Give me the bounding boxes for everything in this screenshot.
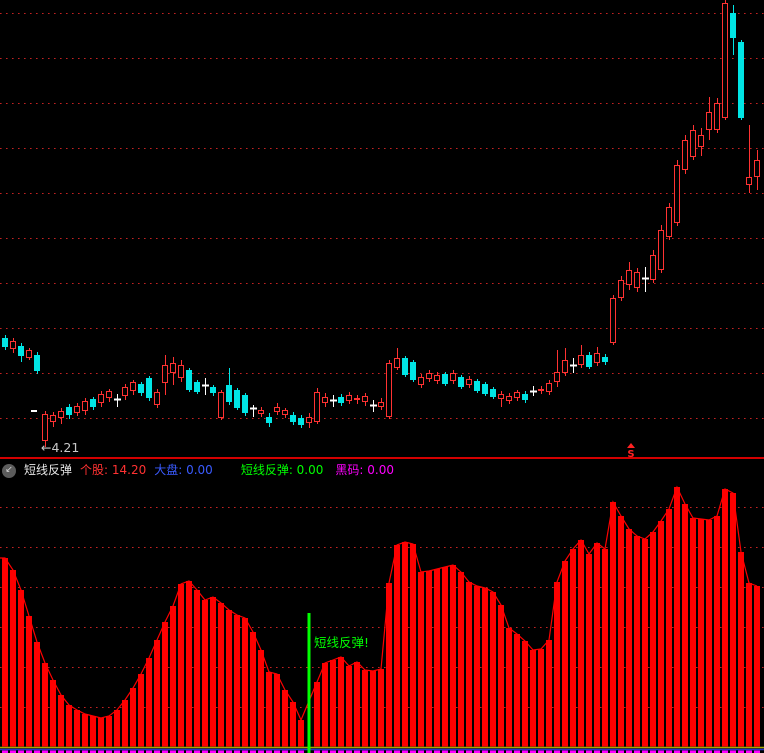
candlestick-pane: ←4.21 S <box>0 0 764 457</box>
histogram-pane: 短线反弹! <box>0 485 764 753</box>
histogram-envelope-line <box>0 485 758 722</box>
indicator-field-1: 大盘: 0.00 <box>154 463 213 477</box>
magenta-base-marks <box>2 750 760 753</box>
indicator-field-0: 个股: 14.20 <box>80 463 147 477</box>
low-price-label: ←4.21 <box>41 440 79 455</box>
pane-divider <box>0 457 764 459</box>
sell-marker-label: S <box>627 449 634 457</box>
buy-signal-line <box>307 613 311 753</box>
sell-marker-arrow-icon <box>627 443 635 448</box>
indicator-field-3: 黑码: 0.00 <box>335 463 394 477</box>
histogram-bars <box>2 487 760 747</box>
indicator-name[interactable]: 短线反弹 <box>24 463 73 477</box>
candles <box>2 0 760 447</box>
buy-signal-label: 短线反弹! <box>314 635 369 650</box>
indicator-dropdown-icon[interactable]: ↙ <box>2 463 16 478</box>
indicator-fields: 个股: 14.20 大盘: 0.00 短线反弹: 0.00 黑码: 0.00 <box>80 460 394 481</box>
indicator-header: ↙ 短线反弹 个股: 14.20 大盘: 0.00 短线反弹: 0.00 黑码: 0.… <box>0 460 764 481</box>
indicator-field-2: 短线反弹: 0.00 <box>240 463 324 477</box>
price-gridlines <box>0 13 764 419</box>
